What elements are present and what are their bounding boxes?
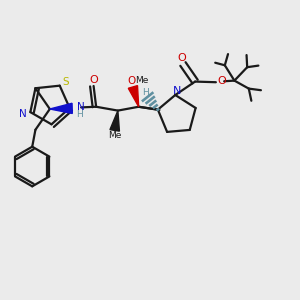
- Polygon shape: [50, 103, 72, 113]
- Text: H: H: [76, 110, 83, 118]
- Text: H: H: [142, 88, 149, 97]
- Text: O: O: [128, 76, 136, 85]
- Text: N: N: [173, 85, 181, 95]
- Text: S: S: [62, 77, 69, 88]
- Text: O: O: [89, 75, 98, 85]
- Text: N: N: [77, 102, 85, 112]
- Polygon shape: [110, 111, 119, 131]
- Polygon shape: [128, 85, 139, 107]
- Text: O: O: [217, 76, 226, 86]
- Text: Me: Me: [135, 76, 148, 85]
- Text: Me: Me: [108, 131, 122, 140]
- Text: N: N: [20, 109, 27, 119]
- Text: O: O: [177, 53, 186, 63]
